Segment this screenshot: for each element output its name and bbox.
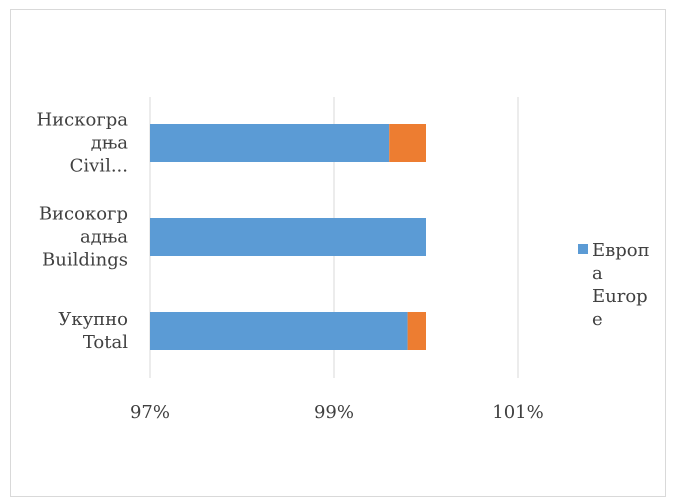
category-label-2-line-0: Укупно — [58, 309, 128, 330]
category-label-0-line-1: дња — [91, 133, 129, 154]
x-tick-label-1: 99% — [314, 402, 354, 423]
legend-label-line-1: а — [592, 263, 603, 284]
category-label-2-line-1: Total — [83, 332, 128, 353]
legend-swatch — [578, 244, 588, 254]
category-label-1-line-1: адња — [80, 227, 128, 248]
category-label-0-line-0: Нискогра — [36, 110, 128, 131]
legend-label-line-3: e — [592, 309, 603, 330]
category-label-1-line-0: Високогр — [39, 204, 128, 225]
x-tick-label-2: 101% — [492, 402, 543, 423]
x-tick-label-0: 97% — [130, 402, 170, 423]
category-label-1-line-2: Buildings — [42, 250, 128, 271]
bar-2-series-1 — [407, 312, 426, 350]
bar-0-series-1 — [389, 124, 426, 162]
legend-label-line-2: Europ — [592, 286, 648, 307]
bar-2-series-0 — [150, 312, 408, 350]
bar-1-series-0 — [150, 218, 426, 256]
category-label-0-line-2: Civil... — [70, 156, 128, 177]
legend-label-line-0: Европ — [592, 240, 650, 261]
bars — [150, 124, 426, 350]
bar-0-series-0 — [150, 124, 390, 162]
x-tick-labels: 97% 99% 101% — [130, 402, 544, 423]
